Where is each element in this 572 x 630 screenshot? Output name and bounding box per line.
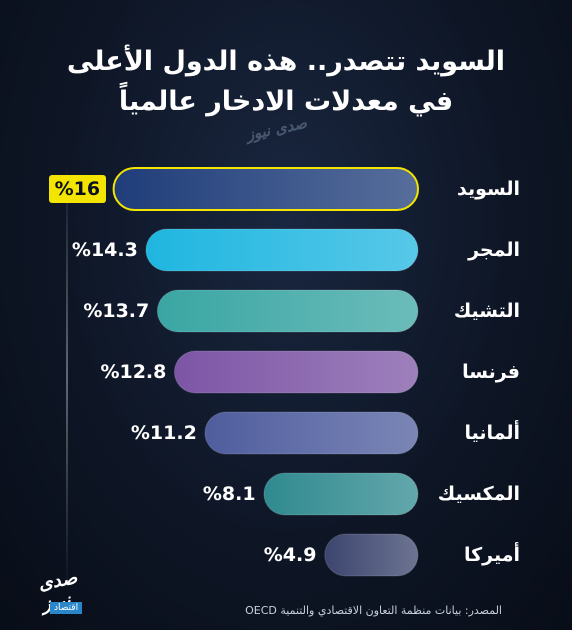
value-label: %8.1 bbox=[202, 483, 256, 505]
bar-0 bbox=[112, 167, 419, 211]
category-label: التشيك bbox=[453, 300, 520, 322]
bar-1 bbox=[145, 228, 419, 272]
chart-title: السويد تتصدر.. هذه الدول الأعلى في معدلا… bbox=[0, 42, 572, 122]
bar-6 bbox=[324, 533, 419, 577]
logo-tag: اقتصاد bbox=[50, 602, 83, 614]
category-label: ألمانيا bbox=[464, 422, 520, 444]
category-label: أميركا bbox=[463, 544, 520, 566]
source-note: المصدر: بيانات منظمة التعاون الاقتصادي و… bbox=[245, 604, 502, 617]
bar-2 bbox=[156, 289, 419, 333]
category-label: السويد bbox=[456, 178, 520, 200]
bar-5 bbox=[263, 472, 419, 516]
value-label: %12.8 bbox=[100, 361, 167, 383]
category-label: فرنسا bbox=[462, 361, 520, 383]
value-label: %11.2 bbox=[130, 422, 197, 444]
value-label: %14.3 bbox=[71, 239, 138, 261]
title-line-2: في معدلات الادخار عالمياً bbox=[118, 86, 454, 117]
value-label: %16 bbox=[48, 175, 107, 203]
category-label: المكسيك bbox=[437, 483, 520, 505]
value-label: %4.9 bbox=[263, 544, 317, 566]
logo: صدى نيوز اقتصاد bbox=[36, 567, 106, 618]
category-label: المجر bbox=[468, 239, 520, 261]
title-line-1: السويد تتصدر.. هذه الدول الأعلى bbox=[66, 46, 506, 77]
axis-line bbox=[66, 162, 68, 592]
value-label: %13.7 bbox=[83, 300, 150, 322]
bar-4 bbox=[204, 411, 419, 455]
bar-3 bbox=[173, 350, 419, 394]
